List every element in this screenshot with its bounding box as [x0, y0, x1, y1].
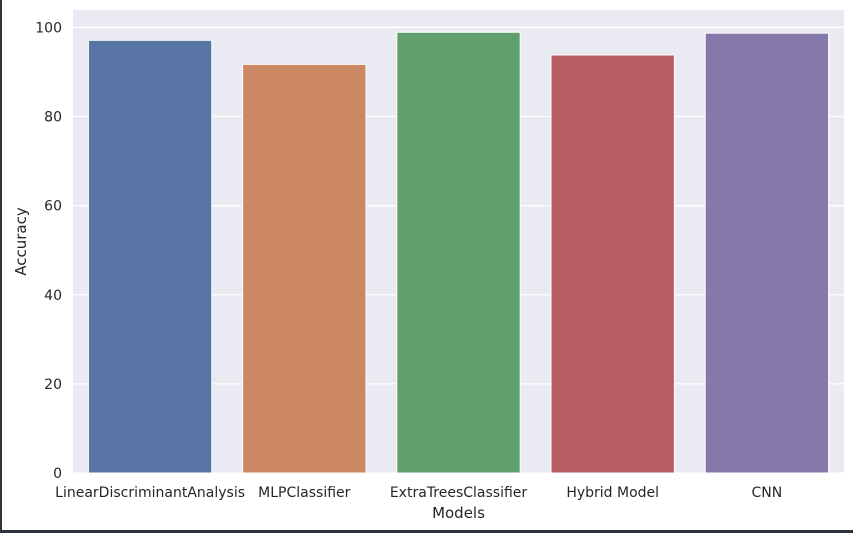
x-tick-label: Hybrid Model	[566, 485, 659, 501]
bars	[87, 31, 830, 474]
y-tick-label: 100	[35, 20, 62, 36]
bar-hybrid-model	[550, 54, 675, 474]
y-tick-label: 0	[53, 466, 62, 482]
bar-mlpclassifier	[242, 63, 367, 474]
y-axis-title: Accuracy	[12, 207, 30, 276]
y-tick-label: 40	[44, 288, 62, 304]
x-tick-labels: LinearDiscriminantAnalysis MLPClassifier E…	[55, 485, 782, 501]
x-axis-title: Models	[432, 504, 485, 522]
y-tick-label: 20	[44, 377, 62, 393]
x-tick-label: MLPClassifier	[258, 485, 350, 501]
bar-cnn	[704, 32, 830, 474]
bar-lineardiscriminantanalysis	[87, 39, 213, 474]
x-tick-label: ExtraTreesClassifier	[390, 485, 528, 501]
y-tick-label: 60	[44, 199, 62, 215]
y-tick-labels: 0 20 40 60 80 100	[35, 20, 62, 482]
y-tick-label: 80	[44, 110, 62, 126]
bar-extratreesclassifier	[396, 31, 521, 474]
x-tick-label: CNN	[752, 485, 783, 501]
x-tick-label: LinearDiscriminantAnalysis	[55, 485, 245, 501]
